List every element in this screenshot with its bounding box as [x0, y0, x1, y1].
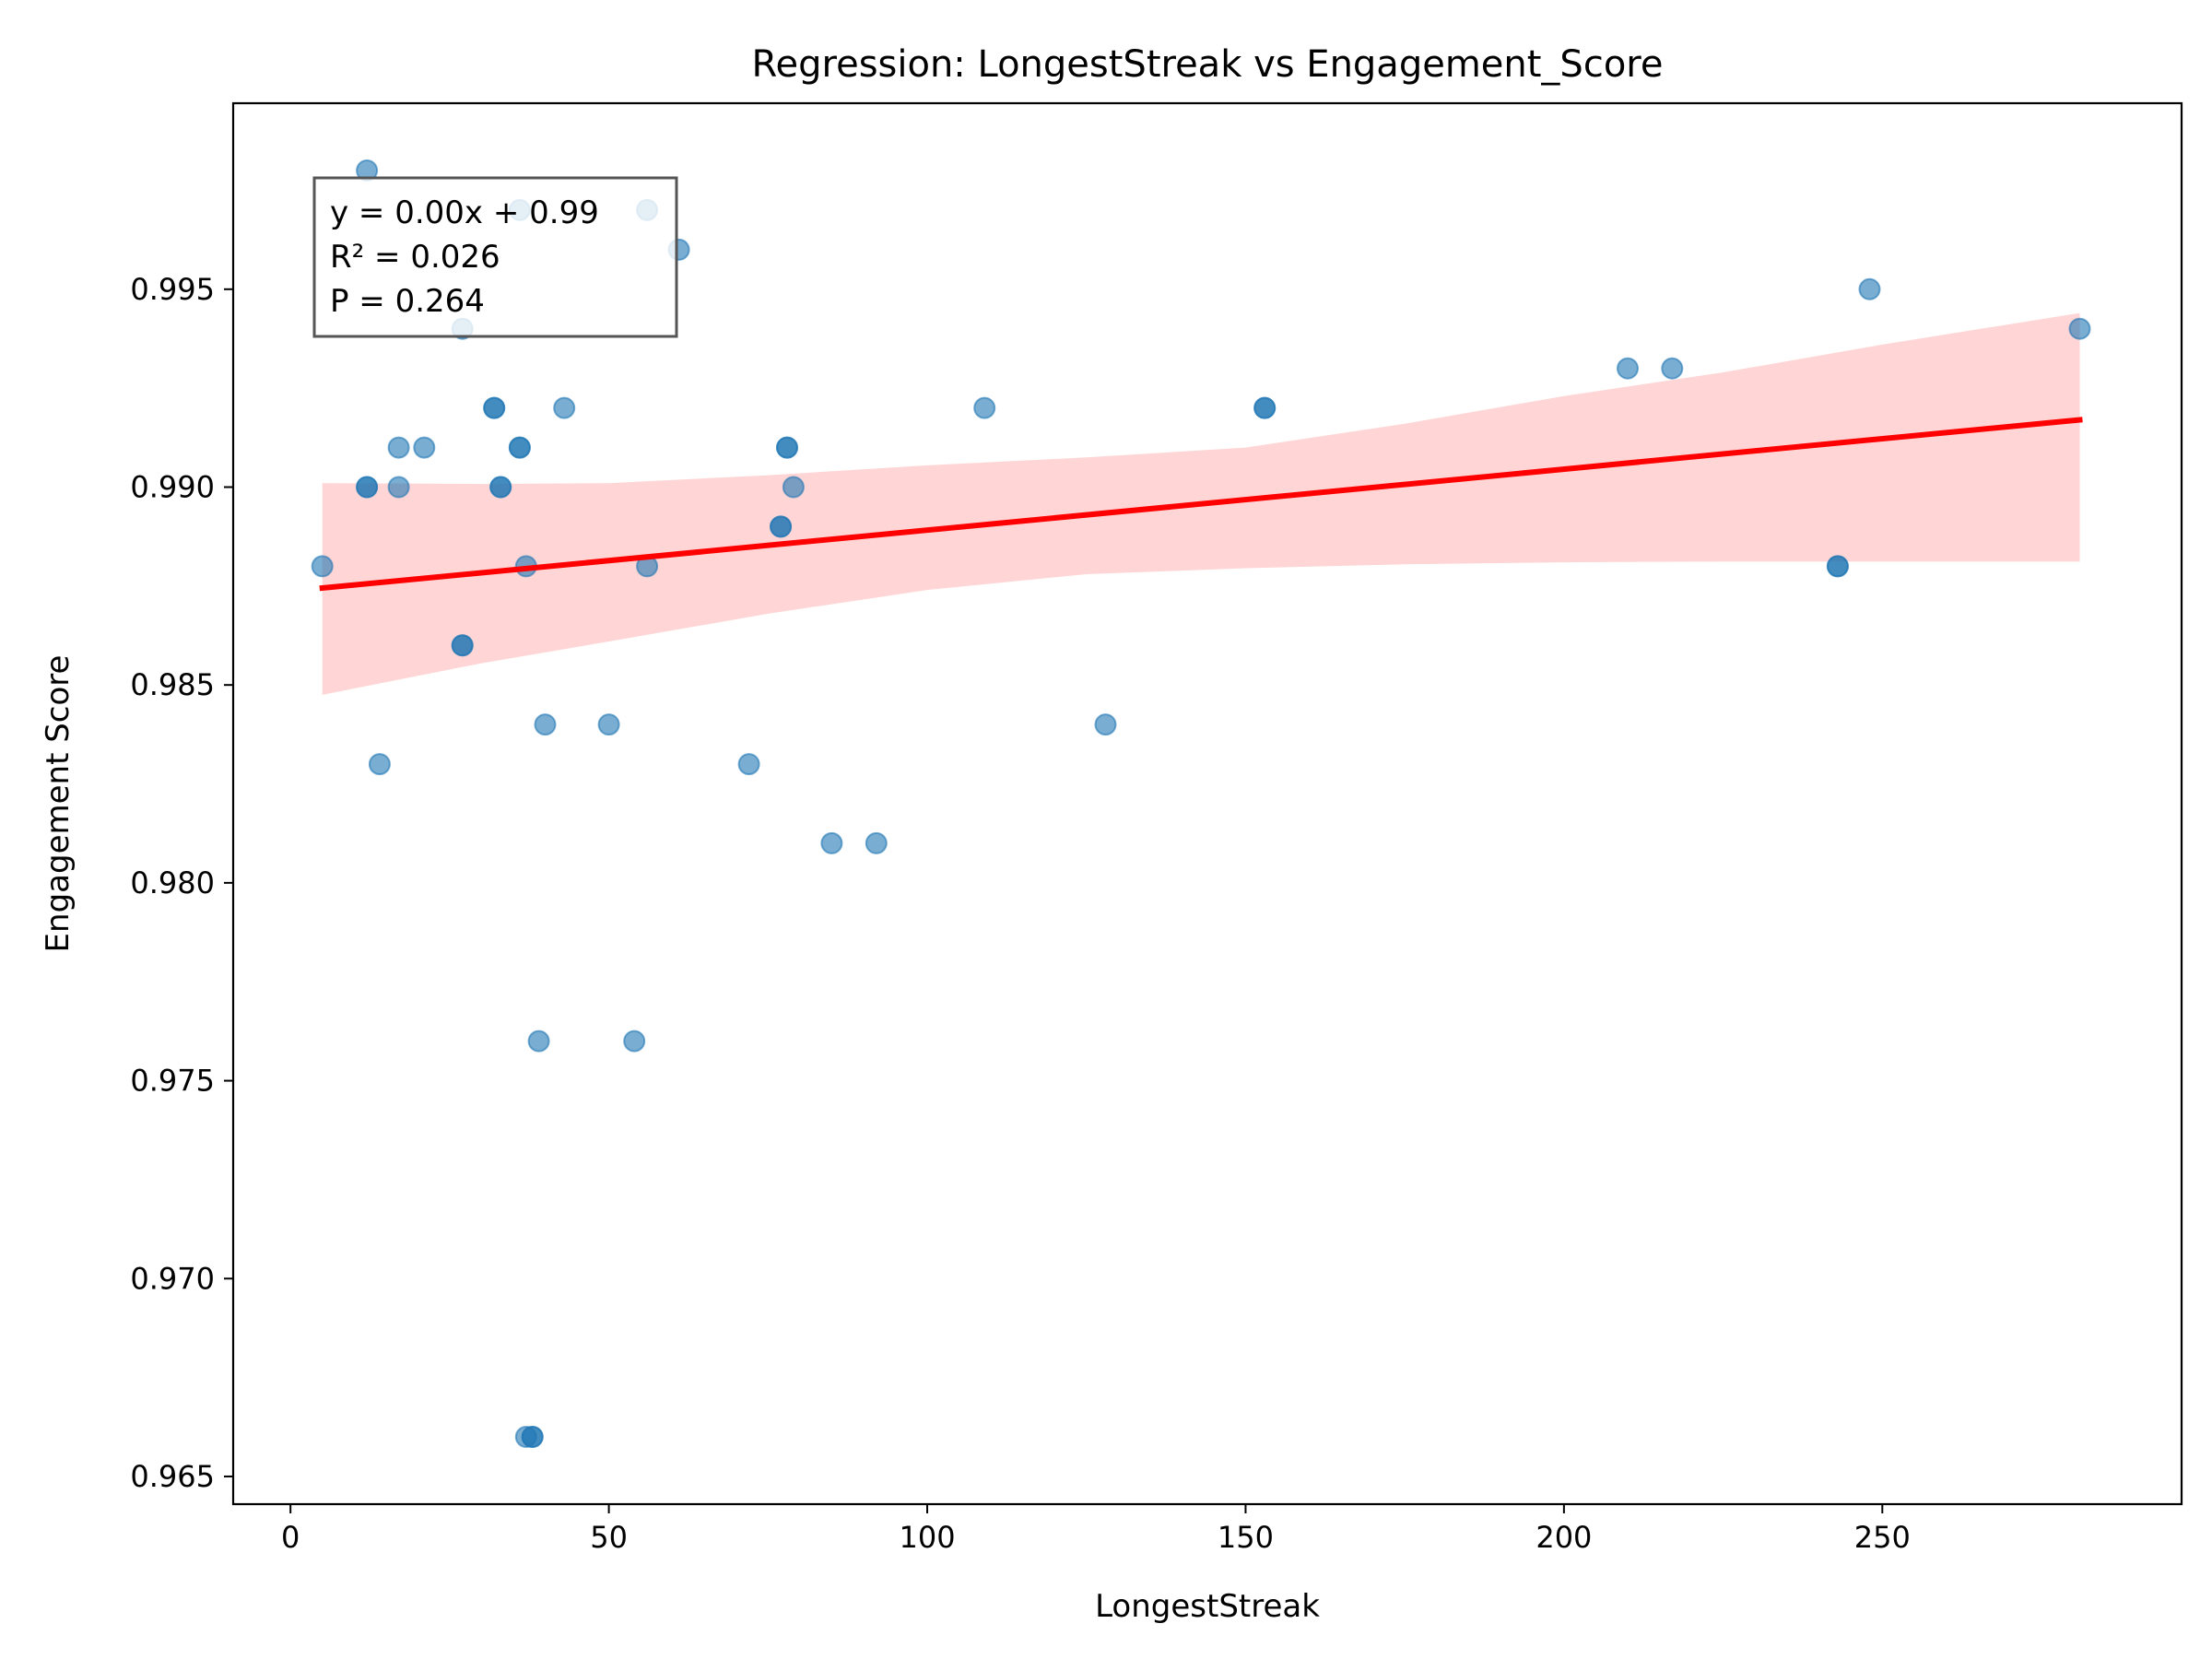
data-point [2068, 317, 2091, 340]
stats-p-value: P = 0.264 [330, 283, 485, 320]
data-point [311, 555, 334, 578]
data-point [553, 396, 576, 419]
data-point [489, 476, 512, 499]
x-tick-label: 150 [1218, 1520, 1274, 1555]
stats-equation: y = 0.00x + 0.99 [330, 194, 599, 231]
data-point [368, 753, 391, 776]
regression-line [319, 417, 2083, 592]
x-axis-label: LongestStreak [1095, 1588, 1320, 1625]
data-point [527, 1030, 550, 1053]
y-tick-label: 0.965 [130, 1459, 215, 1494]
data-point [483, 396, 506, 419]
data-point [1858, 277, 1881, 300]
x-tick-label: 0 [281, 1520, 300, 1555]
data-point [508, 436, 531, 459]
y-tick-label: 0.970 [130, 1261, 215, 1296]
data-point [776, 436, 798, 459]
data-point [534, 713, 557, 736]
chart-title: Regression: LongestStreak vs Engagement_… [752, 43, 1664, 86]
data-point [1661, 357, 1684, 380]
data-point [356, 476, 379, 499]
data-point [1094, 713, 1117, 736]
plot-frame [231, 101, 2183, 1506]
x-axis-ticks: 0 50 100 150 200 250 [281, 1504, 1911, 1555]
y-tick-label: 0.975 [130, 1064, 215, 1099]
x-tick-label: 200 [1535, 1520, 1592, 1555]
data-point [865, 831, 888, 854]
stats-box [312, 176, 678, 338]
data-point [451, 634, 474, 657]
y-tick-label: 0.980 [130, 865, 215, 900]
x-tick-label: 50 [590, 1520, 628, 1555]
data-point [973, 396, 996, 419]
y-axis-label: Engagement Score [40, 655, 76, 953]
y-tick-label: 0.990 [130, 469, 215, 504]
data-point [820, 831, 843, 854]
y-tick-label: 0.995 [130, 272, 215, 307]
data-point [737, 753, 760, 776]
regression-line-group [319, 417, 2083, 592]
data-point [1826, 555, 1849, 578]
x-tick-label: 100 [899, 1520, 955, 1555]
data-point [521, 1426, 544, 1448]
y-tick-label: 0.985 [130, 667, 215, 702]
data-point [770, 515, 793, 538]
stats-r-squared: R² = 0.026 [330, 239, 500, 276]
data-point [782, 476, 805, 499]
y-axis-ticks: 0.965 0.970 0.975 0.980 0.985 0.990 0.995 [130, 272, 233, 1494]
x-tick-label: 250 [1854, 1520, 1911, 1555]
scatter-points [311, 159, 2091, 1448]
stats-annotation: y = 0.00x + 0.99 R² = 0.026 P = 0.264 [312, 176, 678, 338]
data-point [623, 1030, 646, 1053]
data-point [413, 436, 436, 459]
data-point [1617, 357, 1639, 380]
data-point [387, 476, 410, 499]
data-point [597, 713, 620, 736]
data-point [387, 436, 410, 459]
data-point [1253, 396, 1277, 419]
